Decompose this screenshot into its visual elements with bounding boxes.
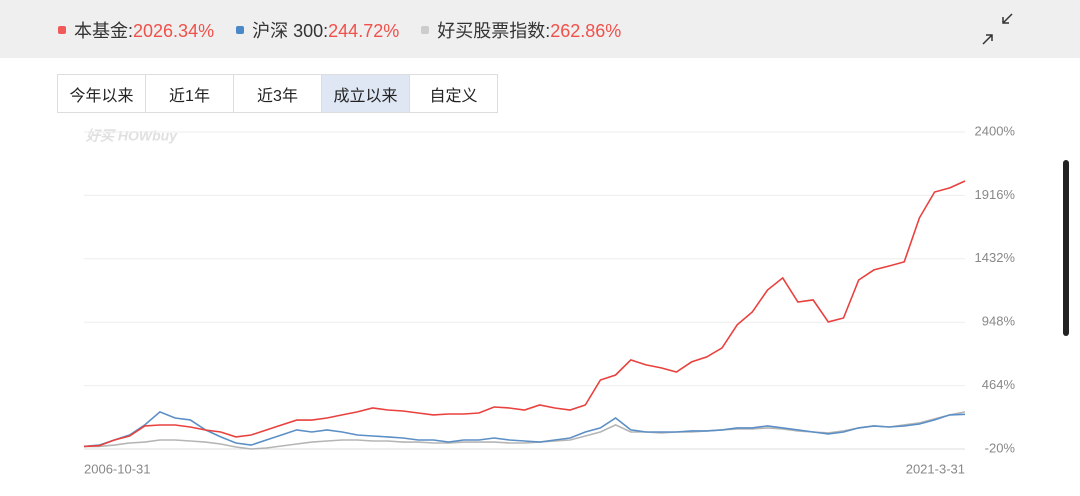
y-tick-label: 1916% <box>975 187 1016 202</box>
legend-return: 262.86% <box>550 21 622 41</box>
tab[interactable]: 自定义 <box>409 74 498 113</box>
watermark: 好买 HOWbuy <box>85 128 178 144</box>
x-tick-label: 2021-3-31 <box>906 461 965 476</box>
y-tick-label: 464% <box>982 377 1016 392</box>
y-tick-label: 1432% <box>975 250 1016 265</box>
legend-return: 2026.34% <box>133 21 215 41</box>
y-tick-label: -20% <box>985 440 1016 455</box>
legend: 本基金:2026.34% 沪深 300:244.72% 好买股票指数:262.86% <box>58 17 621 43</box>
legend-swatch <box>236 26 245 35</box>
expand-icon[interactable] <box>982 13 1013 45</box>
series-line <box>83 180 966 448</box>
icon-arrow <box>1002 13 1013 24</box>
tab[interactable]: 成立以来 <box>321 74 410 113</box>
series-line <box>84 411 966 450</box>
icon-arrow <box>982 34 993 45</box>
x-tick-label: 2006-10-31 <box>84 461 151 476</box>
legend-separator: : <box>128 21 134 41</box>
legend-item: 好买股票指数:262.86% <box>421 17 621 43</box>
legend-label: 好买股票指数 <box>437 21 546 41</box>
legend-separator: : <box>545 21 551 41</box>
legend-swatch <box>421 26 430 35</box>
legend-separator: : <box>323 21 329 41</box>
top-bar: 本基金:2026.34% 沪深 300:244.72% 好买股票指数:262.86% <box>0 0 1080 58</box>
y-tick-label: 948% <box>982 314 1016 329</box>
scrollbar <box>1063 160 1069 336</box>
y-tick-label: 2400% <box>975 123 1016 138</box>
legend-return: 244.72% <box>328 21 400 41</box>
series-line <box>83 410 966 448</box>
legend-label: 本基金 <box>74 21 128 41</box>
legend-item: 本基金:2026.34% <box>58 17 214 43</box>
tab-bar: 今年以来 近1年 近3年 成立以来 自定义 <box>57 74 498 113</box>
legend-item: 沪深 300:244.72% <box>236 17 399 43</box>
tab[interactable]: 今年以来 <box>57 74 146 113</box>
legend-swatch <box>58 26 66 35</box>
legend-label: 沪深 300 <box>252 21 324 41</box>
